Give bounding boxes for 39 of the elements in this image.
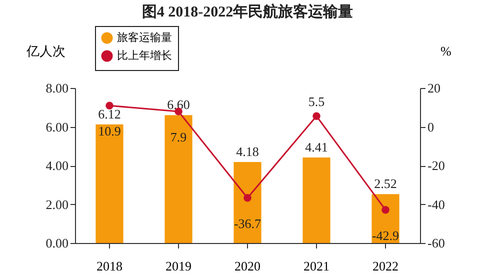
point [312,112,320,120]
data-label: 4.18 [236,144,259,160]
y-tick-label: 0.00 [46,236,68,250]
x-tick-label: 2022 [372,258,398,274]
data-label: 6.60 [167,97,190,112]
point [382,206,390,214]
legend-label: 比上年增长 [117,49,172,62]
y-axis-title: 亿人次 [26,44,66,58]
bar [96,124,124,243]
y2-tick-label: 20 [428,80,440,96]
point [244,194,252,202]
data-label: -42.9 [372,228,400,243]
bar [164,115,192,243]
y-tick-label: 6.00 [46,119,68,134]
data-label: 7.9 [170,129,187,144]
bar [302,158,330,243]
y2-tick-label: -60 [428,236,445,250]
y-tick-label: 4.00 [46,158,68,173]
x-tick-label: 2020 [234,258,260,274]
data-label: 10.9 [98,124,121,139]
point [106,102,114,110]
x-tick-label: 2019 [166,258,192,274]
y2-tick-label: 0 [428,119,434,134]
y-tick-label: 2.00 [46,196,68,212]
y2-tick-label: -20 [428,158,445,173]
data-label: 4.41 [305,140,328,155]
x-tick-label: 2021 [304,258,330,274]
y-tick-label: 8.00 [46,80,68,96]
x-tick-label: 2018 [96,258,122,274]
data-label: 2.52 [374,176,397,192]
bar [234,162,262,243]
y2-axis-title: % [440,44,452,58]
chart-title: 图4 2018-2022年民航旅客运输量 [142,2,354,20]
legend-label: 旅客运输量 [117,31,172,44]
data-label: 5.5 [308,94,325,110]
bar [372,194,400,243]
y2-tick-label: -40 [428,196,445,212]
data-label: 6.12 [98,106,121,122]
data-label: -36.7 [234,216,262,231]
